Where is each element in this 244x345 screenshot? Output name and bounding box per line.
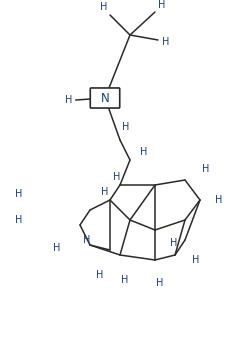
Text: H: H (113, 172, 120, 182)
Text: H: H (101, 187, 108, 197)
Text: H: H (122, 122, 129, 132)
Text: H: H (15, 189, 22, 199)
FancyBboxPatch shape (90, 88, 120, 108)
Text: H: H (215, 195, 222, 205)
Text: H: H (170, 238, 177, 248)
Text: H: H (15, 215, 22, 225)
Text: H: H (53, 243, 60, 253)
Text: H: H (96, 270, 104, 280)
Text: H: H (156, 278, 164, 288)
Text: H: H (83, 235, 90, 245)
Text: H: H (65, 95, 72, 105)
Text: H: H (140, 147, 147, 157)
Text: H: H (158, 0, 165, 10)
Text: H: H (202, 164, 209, 174)
Text: H: H (162, 37, 169, 47)
Text: N: N (101, 91, 109, 105)
Text: H: H (121, 275, 129, 285)
Text: H: H (192, 255, 199, 265)
Text: H: H (100, 2, 107, 12)
